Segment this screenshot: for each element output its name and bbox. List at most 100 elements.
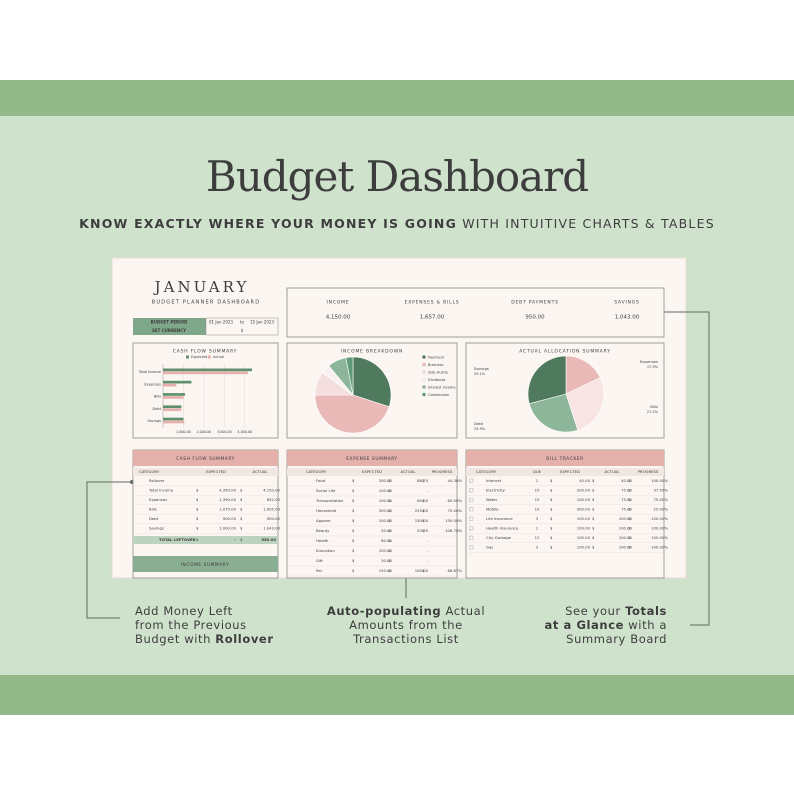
table-cell: Electricity (486, 488, 506, 493)
bar (163, 420, 185, 424)
table-cell: 200.00 (379, 478, 393, 483)
month: JANUARY (153, 278, 250, 296)
callout-text: at a Glance (544, 618, 624, 632)
column-header: PROGRESS (432, 469, 453, 474)
table-cell: 4,150.00 (263, 488, 280, 493)
table-cell: 100.00 (415, 568, 429, 573)
table-cell: 100.00 (379, 518, 393, 523)
currency-symbol: $ (592, 545, 595, 550)
callout-text: Auto-populating (327, 604, 441, 618)
table-cell: 88.75 (417, 478, 428, 483)
chart-title: CASH FLOW SUMMARY (173, 349, 237, 355)
callout-text: Budget with (135, 632, 215, 646)
currency-symbol: $ (592, 516, 595, 521)
summary-value: 950.00 (525, 315, 545, 321)
currency-symbol: $ (422, 528, 425, 533)
slice-name: Bills (650, 404, 658, 409)
callout-line-text: Add Money Left (135, 604, 233, 618)
table-cell: Bills (149, 507, 157, 512)
summary-label: INCOME (327, 300, 350, 306)
column-header: CATEGORY (476, 469, 497, 474)
table-cell: - (234, 537, 236, 542)
table-cell: 100.00% (651, 545, 668, 550)
bar (163, 417, 184, 421)
summary-label: DEBT PAYMENTS (511, 300, 559, 306)
currency-symbol: $ (388, 508, 391, 513)
slice-name: Debt (474, 421, 484, 426)
table-cell: 100.00 (619, 545, 633, 550)
table-cell: City Garbage (486, 535, 512, 540)
table-cell: Apparel (316, 518, 331, 523)
column-header-bg (466, 468, 664, 476)
callout-text: Actual (441, 604, 485, 618)
y-tick-label: Total Income (138, 370, 161, 374)
table-cell: - (427, 488, 429, 493)
y-tick-label: Savings (147, 419, 161, 423)
table-cell: Health Insurance (486, 526, 519, 531)
currency-symbol: $ (196, 526, 199, 531)
chart-title: ACTUAL ALLOCATION SUMMARY (519, 349, 611, 355)
legend-label: Paycheck (428, 355, 445, 359)
summary-value: 4,150.00 (326, 315, 351, 321)
column-header: CATEGORY (139, 469, 160, 474)
summary-label: EXPENSES & BILLS (405, 300, 460, 306)
table-cell: Beauty (316, 528, 330, 533)
currency-symbol: $ (240, 526, 243, 531)
pie-slice (565, 355, 601, 395)
callout-line-text: Transactions List (352, 632, 459, 646)
currency-symbol: $ (592, 507, 595, 512)
pie-slice (352, 356, 392, 408)
table-cell: Mobile (486, 507, 499, 512)
table-cell: Gift (316, 558, 323, 563)
table-cell: 1 (536, 478, 539, 483)
table-title: BILL TRACKER (546, 456, 583, 462)
table-cell: Household (316, 508, 337, 513)
table-cell: 100.00% (651, 516, 668, 521)
column-header: PROGRESS (638, 469, 659, 474)
table-cell: 25.00% (654, 507, 669, 512)
column-header: ACTUAL (605, 469, 621, 474)
callout-line-text: Summary Board (566, 632, 667, 646)
table-cell: 30.00 (381, 558, 392, 563)
summary-value: 1,043.00 (615, 315, 640, 321)
slice-value: 25.9% (474, 427, 486, 431)
legend-label: Side Hustle (428, 370, 448, 374)
table-cell: 100.00 (577, 535, 591, 540)
bar (163, 393, 185, 396)
table-cell: 100.00 (619, 516, 633, 521)
table-cell: 900.00 (223, 516, 237, 521)
tagline-bold: KNOW EXACTLY WHERE YOUR MONEY IS GOING (79, 216, 457, 231)
table-cell: 75.00 (621, 507, 632, 512)
table-cell: 1,000.00 (219, 526, 236, 531)
currency-symbol: $ (592, 488, 595, 493)
pie-slice (565, 377, 605, 431)
table-cell: 50.00 (381, 528, 392, 533)
pie-slice (345, 356, 354, 396)
legend-swatch (422, 385, 426, 389)
callout-text: from the Previous (135, 618, 247, 632)
currency-symbol: $ (352, 558, 355, 563)
column-header: EXPECTED (362, 469, 382, 474)
currency-symbol: $ (196, 516, 199, 521)
table-header (287, 450, 457, 466)
currency-symbol: $ (550, 507, 553, 512)
table-cell: 200.00 (577, 488, 591, 493)
currency-symbol: $ (550, 526, 553, 531)
legend-label: Dividends (428, 378, 446, 382)
currency-symbol: $ (628, 497, 631, 502)
currency-symbol: $ (592, 535, 595, 540)
legend-label: Interest Income (428, 385, 455, 389)
table-cell: 100.00 (577, 516, 591, 521)
currency-symbol: $ (240, 507, 243, 512)
legend-label: Business (428, 363, 444, 367)
table-cell: 150.00 (415, 518, 429, 523)
currency-symbol: $ (196, 537, 199, 542)
column-header: DUE (533, 469, 542, 474)
currency-symbol: $ (240, 516, 243, 521)
table-cell: Pet (316, 568, 322, 573)
table-cell: 100.00% (651, 478, 668, 483)
total-row-bg (133, 536, 278, 544)
pie-slice (314, 394, 390, 434)
table-cell: 12 (535, 535, 540, 540)
legend-swatch (208, 355, 211, 359)
